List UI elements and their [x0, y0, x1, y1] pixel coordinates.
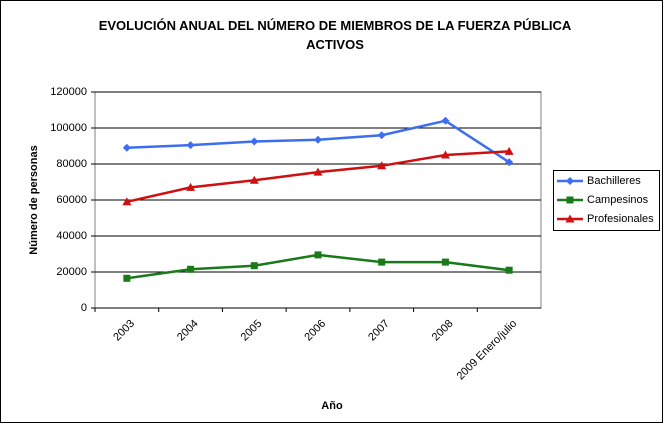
- y-tick-label: 80000: [56, 158, 87, 170]
- legend-marker: [565, 214, 575, 223]
- point: [186, 141, 195, 150]
- legend-label: Campesinos: [587, 194, 649, 206]
- point: [378, 258, 386, 266]
- point: [123, 274, 131, 282]
- point: [440, 150, 450, 159]
- point: [250, 262, 258, 270]
- point: [505, 158, 514, 167]
- y-axis-label: Número de personas: [28, 145, 40, 254]
- x-axis-label: Año: [321, 400, 343, 412]
- point: [314, 251, 322, 259]
- point: [313, 167, 323, 176]
- point: [187, 265, 195, 273]
- y-tick-label: 60000: [56, 194, 87, 206]
- y-tick-label: 20000: [56, 266, 87, 278]
- point: [505, 266, 513, 274]
- legend-label: Profesionales: [587, 213, 654, 225]
- point: [441, 116, 450, 125]
- point: [377, 161, 387, 170]
- point: [122, 143, 131, 152]
- legend-marker: [566, 196, 574, 204]
- y-tick-label: 120000: [50, 86, 87, 98]
- y-tick-label: 0: [81, 302, 87, 314]
- point: [249, 175, 259, 184]
- chart-title: EVOLUCIÓN ANUAL DEL NÚMERO DE MIEMBROS D…: [98, 18, 572, 52]
- legend-label: Bachilleres: [587, 175, 641, 187]
- point: [441, 258, 449, 266]
- point: [377, 131, 386, 140]
- point: [504, 146, 514, 155]
- y-tick-label: 40000: [56, 230, 87, 242]
- y-tick-label: 100000: [50, 122, 87, 134]
- point: [186, 182, 196, 191]
- legend-marker: [566, 177, 574, 185]
- point: [122, 197, 132, 206]
- point: [314, 135, 322, 144]
- point: [250, 137, 259, 146]
